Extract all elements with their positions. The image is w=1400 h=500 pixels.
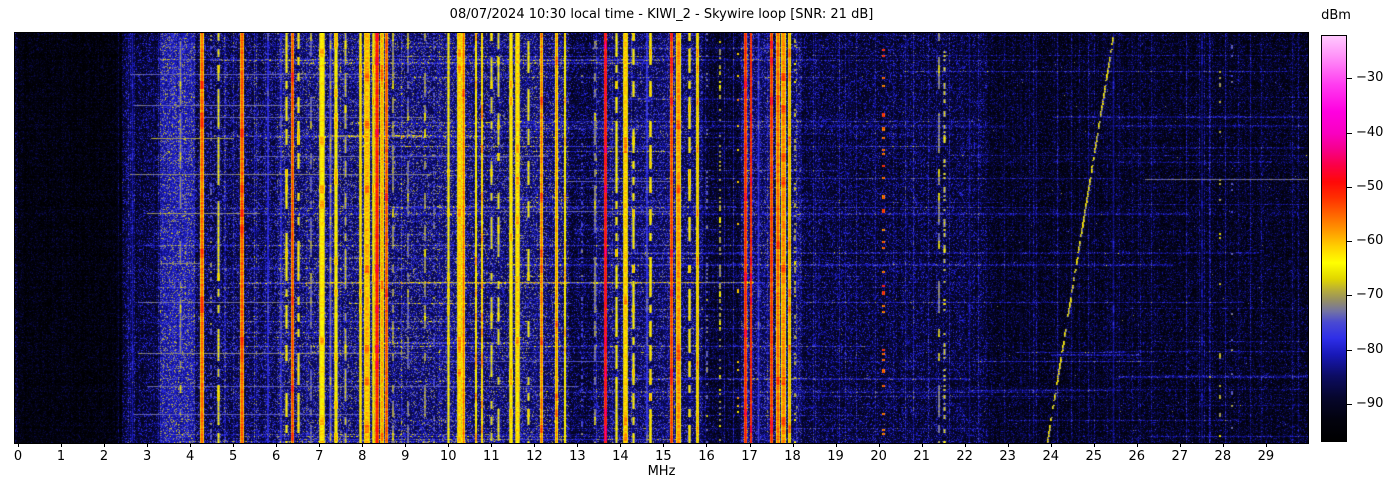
x-tick-label: 2: [99, 449, 109, 464]
x-tick-mark: [18, 443, 19, 447]
x-tick-label: 3: [142, 449, 152, 464]
x-tick-mark: [792, 443, 794, 447]
x-tick-label: 15: [655, 449, 672, 464]
colorbar-tick-label: −50: [1356, 178, 1384, 194]
x-tick-mark: [1136, 443, 1138, 447]
x-tick-mark: [835, 443, 837, 447]
colorbar-tick-mark: [1347, 241, 1352, 243]
x-tick-label: 13: [569, 449, 586, 464]
colorbar-tick-label: −30: [1356, 70, 1384, 86]
x-tick-label: 0: [13, 449, 23, 464]
x-tick-mark: [878, 443, 880, 447]
x-tick-label: 27: [1171, 449, 1189, 464]
colorbar-unit-label: dBm: [1321, 8, 1351, 23]
x-tick-label: 20: [870, 449, 887, 464]
x-tick-mark: [1050, 443, 1052, 447]
x-tick-mark: [405, 443, 407, 447]
x-tick-mark: [190, 443, 192, 447]
chart-title: 08/07/2024 10:30 local time - KIWI_2 - S…: [449, 7, 874, 22]
x-tick-label: 17: [741, 449, 758, 464]
x-tick-mark: [534, 443, 536, 447]
x-tick-label: 25: [1085, 449, 1103, 464]
x-tick-label: 9: [401, 449, 410, 464]
colorbar-tick-mark: [1347, 78, 1352, 80]
x-tick-label: 24: [1042, 449, 1059, 464]
x-tick-label: 21: [913, 449, 930, 464]
x-tick-mark: [104, 443, 106, 447]
x-tick-label: 23: [999, 449, 1016, 464]
x-tick-label: 19: [827, 449, 844, 464]
colorbar-tick-label: −90: [1356, 396, 1384, 411]
x-tick-label: 26: [1128, 449, 1146, 464]
x-tick-label: 8: [358, 449, 367, 464]
x-tick-mark: [1265, 443, 1267, 447]
x-tick-mark: [276, 443, 278, 447]
colorbar-tick-mark: [1347, 349, 1352, 351]
x-tick-mark: [1093, 443, 1095, 447]
x-tick-label: 28: [1214, 449, 1232, 464]
x-tick-label: 10: [440, 449, 457, 464]
x-tick-label: 6: [272, 449, 281, 464]
colorbar-tick-mark: [1347, 132, 1352, 134]
x-tick-label: 14: [612, 449, 629, 464]
colorbar-tick-mark: [1347, 295, 1352, 297]
x-tick-mark: [663, 443, 665, 447]
colorbar-tick-label: −60: [1356, 233, 1384, 249]
colorbar-tick-label: −70: [1356, 287, 1384, 303]
colorbar-tick-mark: [1347, 186, 1352, 188]
x-tick-mark: [1222, 443, 1224, 447]
x-tick-label: 5: [229, 449, 238, 464]
x-tick-label: 22: [956, 449, 973, 464]
x-tick-mark: [1179, 443, 1181, 447]
colorbar-gradient: [1321, 35, 1347, 442]
x-tick-label: 1: [56, 449, 66, 464]
x-tick-label: 4: [185, 449, 195, 464]
x-tick-mark: [61, 443, 63, 447]
colorbar-tick-label: −40: [1356, 124, 1384, 140]
x-tick-mark: [620, 443, 622, 447]
x-tick-label: 11: [483, 449, 500, 464]
x-tick-mark: [319, 443, 321, 447]
colorbar-tick-mark: [1347, 404, 1352, 405]
x-tick-mark: [577, 443, 579, 447]
x-tick-mark: [706, 443, 708, 447]
x-tick-mark: [147, 443, 149, 447]
waterfall-plot-area: [14, 32, 1309, 444]
x-tick-label: 7: [315, 449, 324, 464]
x-axis-label: MHz: [647, 464, 676, 479]
x-tick-mark: [362, 443, 364, 447]
x-tick-mark: [491, 443, 493, 447]
colorbar-tick-label: −80: [1356, 341, 1384, 357]
waterfall-canvas: [15, 33, 1308, 443]
x-tick-mark: [448, 443, 450, 447]
x-tick-mark: [233, 443, 235, 447]
x-tick-label: 12: [526, 449, 543, 464]
x-tick-mark: [1007, 443, 1009, 447]
x-tick-label: 18: [784, 449, 801, 464]
x-tick-mark: [921, 443, 923, 447]
x-tick-label: 16: [698, 449, 715, 464]
x-tick-mark: [749, 443, 751, 447]
x-tick-mark: [964, 443, 966, 447]
x-tick-label: 29: [1257, 449, 1275, 464]
